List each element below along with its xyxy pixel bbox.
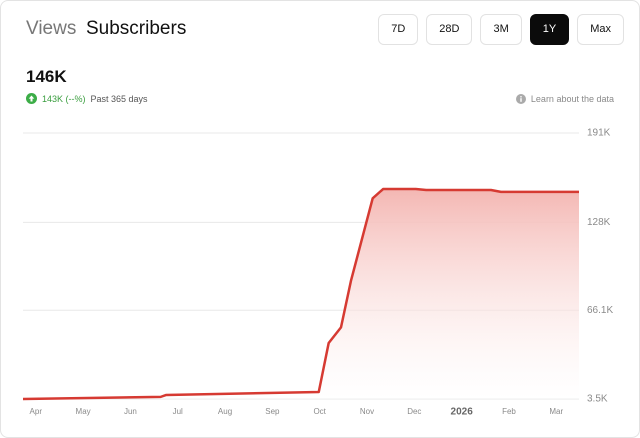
x-tick-label: Nov <box>360 407 374 416</box>
y-tick-label: 3.5K <box>587 394 608 405</box>
x-tick-label: Jun <box>124 407 137 416</box>
y-tick-label: 66.1K <box>587 305 613 316</box>
tab[interactable]: Subscribers <box>86 18 187 39</box>
x-tick-label: Oct <box>313 407 326 416</box>
change-row: 143K (--%) Past 365 days <box>26 93 148 104</box>
learn-link[interactable]: Learn about the data <box>515 94 614 104</box>
range-button[interactable]: 3M <box>480 14 522 45</box>
period: Past 365 days <box>90 93 148 104</box>
x-tick-label: May <box>76 407 91 416</box>
x-tick-label: Mar <box>549 407 563 416</box>
x-tick-label: Feb <box>502 407 516 416</box>
up-icon <box>26 93 37 104</box>
tab[interactable]: Views <box>26 18 77 39</box>
range-button[interactable]: Max <box>577 14 624 45</box>
x-tick-label: Aug <box>218 407 232 416</box>
total: 146K <box>26 67 67 86</box>
y-tick-label: 191K <box>587 128 611 139</box>
range-button[interactable]: 7D <box>378 14 419 45</box>
learn-text: Learn about the data <box>530 94 614 104</box>
x-tick-label: 2026 <box>451 407 474 418</box>
change: 143K (--%) <box>42 93 86 104</box>
range-button[interactable]: 28D <box>426 14 473 45</box>
x-tick-label: Dec <box>407 407 421 416</box>
x-tick-label: Apr <box>30 407 43 416</box>
range-button[interactable]: 1Y <box>529 14 570 45</box>
line <box>22 187 579 401</box>
x-tick-label: Jul <box>173 407 183 416</box>
y-tick-label: 128K <box>587 217 611 228</box>
info-icon <box>515 94 526 104</box>
range-buttons: 7D 28D 3M 1Y Max <box>378 14 624 45</box>
area <box>23 189 579 399</box>
x-tick-label: Sep <box>265 407 280 416</box>
